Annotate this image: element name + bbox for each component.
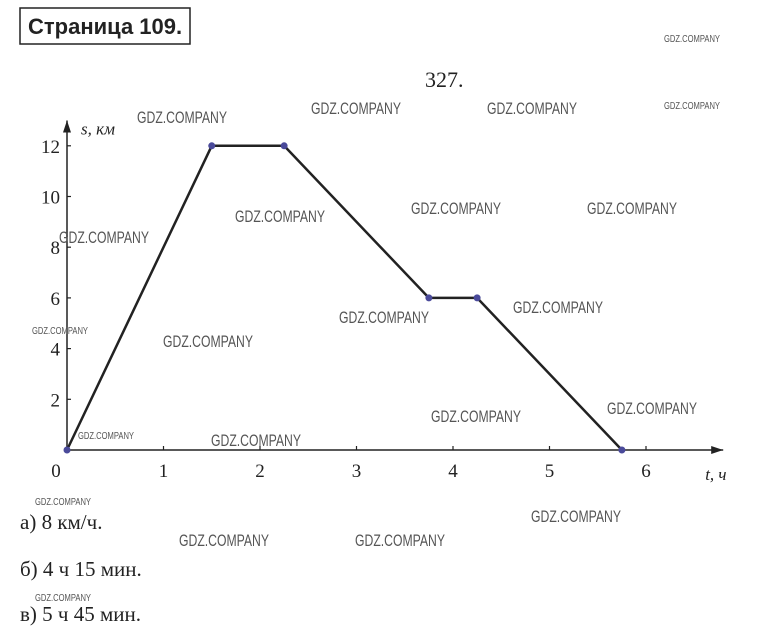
watermark: GDZ.COMPANY	[531, 507, 621, 526]
watermark: GDZ.COMPANY	[163, 332, 253, 351]
point	[425, 294, 433, 302]
answer: б) 4 ч 15 мин.	[20, 557, 142, 581]
x-tick-label: 1	[159, 461, 169, 482]
watermark: GDZ.COMPANY	[35, 593, 91, 604]
y-tick-label: 4	[51, 340, 61, 361]
point	[280, 142, 288, 150]
x-axis-arrow	[711, 446, 724, 454]
x-tick-label: 6	[641, 461, 651, 482]
watermark: GDZ.COMPANY	[78, 431, 134, 442]
x-axis-label: t, ч	[705, 465, 726, 484]
watermark: GDZ.COMPANY	[311, 99, 401, 118]
watermark: GDZ.COMPANY	[587, 199, 677, 218]
watermark: GDZ.COMPANY	[607, 399, 697, 418]
x-tick-label: 0	[51, 461, 61, 482]
x-tick-label: 5	[545, 461, 555, 482]
watermark: GDZ.COMPANY	[411, 199, 501, 218]
watermark: GDZ.COMPANY	[487, 99, 577, 118]
y-tick-label: 6	[51, 289, 61, 310]
y-axis-arrow	[63, 120, 71, 133]
point	[473, 294, 481, 302]
y-axis-label: s, км	[81, 119, 115, 138]
watermark: GDZ.COMPANY	[235, 207, 325, 226]
watermarks: GDZ.COMPANY GDZ.COMPANY GDZ.COMPANY GDZ.COM…	[32, 34, 720, 604]
watermark: GDZ.COMPANY	[32, 326, 88, 337]
y-tick-label: 8	[51, 238, 61, 259]
x-tick-label: 3	[352, 461, 362, 482]
x-tick-label: 4	[448, 461, 458, 482]
y-tick-label: 12	[41, 137, 60, 158]
watermark: GDZ.COMPANY	[179, 531, 269, 550]
watermark: GDZ.COMPANY	[59, 228, 149, 247]
watermark: GDZ.COMPANY	[355, 531, 445, 550]
watermark: GDZ.COMPANY	[664, 34, 720, 45]
point	[618, 446, 626, 454]
x-tick-label: 2	[255, 461, 265, 482]
header-title: Страница 109.	[28, 14, 182, 39]
y-tick-label: 10	[41, 188, 60, 209]
header-box	[19, 7, 191, 45]
line	[65, 144, 623, 451]
watermark: GDZ.COMPANY	[211, 431, 301, 450]
watermark: GDZ.COMPANY	[664, 101, 720, 112]
watermark: GDZ.COMPANY	[339, 308, 429, 327]
point	[208, 142, 216, 150]
y-tick-label: 2	[51, 390, 61, 411]
problem-number: 327.	[425, 67, 464, 92]
watermark: GDZ.COMPANY	[513, 298, 603, 317]
answer: в) 5 ч 45 мин.	[20, 602, 141, 626]
point	[63, 446, 71, 454]
answer: а) 8 км/ч.	[20, 510, 102, 534]
watermark: GDZ.COMPANY	[431, 407, 521, 426]
watermark: GDZ.COMPANY	[137, 108, 227, 127]
watermark: GDZ.COMPANY	[35, 497, 91, 508]
